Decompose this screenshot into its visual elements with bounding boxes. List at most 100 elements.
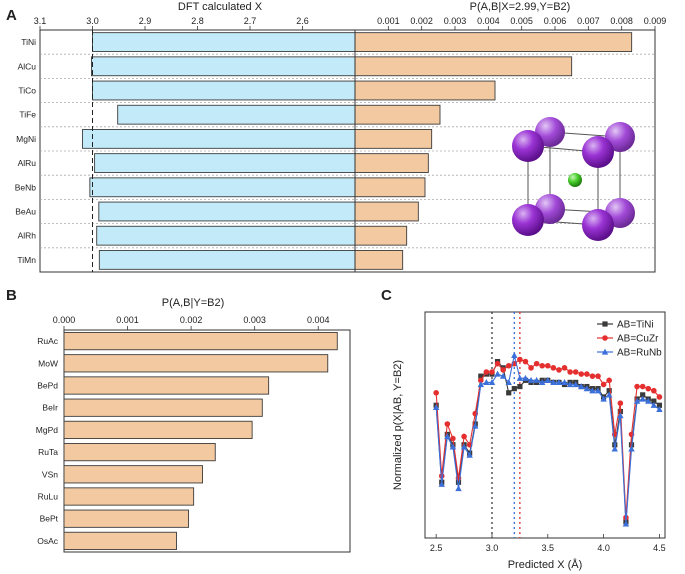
probability-tick-label: 0.006 — [544, 16, 567, 26]
data-point-runb — [438, 480, 445, 487]
dft-tick-label: 3.0 — [86, 16, 99, 26]
dft-bar-mgni — [82, 129, 356, 149]
data-point-cuzr — [651, 387, 657, 394]
panel-b-label-vsn: VSn — [42, 469, 58, 479]
dft-bar-tife — [117, 104, 356, 125]
b2-crystal-structure — [512, 117, 635, 241]
panel-b-bar-osac — [63, 531, 177, 551]
panel-b-label-bept: BePt — [40, 514, 59, 524]
data-point-runb — [589, 387, 596, 394]
panel-b-bar-bept — [63, 509, 190, 528]
probability-bars — [354, 32, 633, 270]
panel-b-bar-beir — [63, 398, 263, 417]
panel-c-frame — [424, 311, 666, 539]
panel-b-label-rulu: RuLu — [38, 492, 59, 502]
dft-tick-label: 2.6 — [296, 16, 309, 26]
compound-label-alrh: AlRh — [18, 231, 37, 241]
data-point-cuzr — [450, 435, 456, 442]
data-point-runb — [594, 387, 602, 394]
probability-bar-timn — [354, 250, 404, 270]
probability-tick-label: 0.007 — [577, 16, 600, 26]
data-point-tini — [656, 402, 663, 408]
legend-label-cuzr: AB=CuZr — [617, 334, 659, 345]
atom-front — [582, 209, 614, 241]
probability-tick-label: 0.008 — [610, 16, 633, 26]
panel-b-bar-bepd — [63, 376, 270, 395]
panel-b-tick-label: 0.000 — [53, 315, 76, 325]
data-point-cuzr — [639, 383, 646, 390]
panel-b-tick-label: 0.003 — [243, 315, 266, 325]
data-point-cuzr — [494, 360, 501, 367]
panel-c-ylabel: Normalized p(X|AB, Y=B2) — [392, 360, 404, 490]
data-point-tini — [606, 388, 612, 394]
data-point-cuzr — [550, 365, 557, 371]
data-point-runb — [527, 376, 535, 383]
dft-bar-alcu — [90, 56, 356, 77]
probability-tick-label: 0.005 — [510, 16, 533, 26]
data-point-runb — [650, 401, 658, 408]
legend-marker-runb — [601, 348, 609, 355]
probability-axis-title: P(A,B|X=2.99,Y=B2) — [470, 1, 571, 13]
probability-bar-alrh — [354, 225, 408, 246]
data-point-cuzr — [634, 383, 640, 390]
panel-b-label-osac: OsAc — [37, 536, 59, 546]
probability-ticks: 0.001 0.002 0.003 0.004 0.005 0.006 0.007 0.008… — [377, 16, 666, 30]
dft-tick-label: 2.8 — [191, 16, 204, 26]
panel-b-bar-mow — [63, 354, 329, 373]
panel-c-tick-label: 3.0 — [486, 543, 499, 553]
probability-tick-label: 0.002 — [410, 16, 433, 26]
panel-c-ticks: 2.5 3.0 3.5 4.0 4.5 — [430, 534, 666, 553]
data-point-cuzr — [522, 358, 529, 365]
data-point-runb — [466, 451, 473, 458]
data-point-runb — [566, 381, 574, 388]
dft-axis-title: DFT calculated X — [178, 1, 263, 13]
atom-front — [512, 204, 544, 236]
atom-front — [582, 136, 614, 168]
panel-b-bars — [63, 331, 338, 551]
legend-label-runb: AB=RuNb — [617, 348, 662, 359]
panel-label-c: C — [381, 287, 392, 304]
data-point-cuzr — [544, 362, 551, 369]
data-point-runb — [550, 379, 557, 385]
dft-ticks: 3.1 3.0 2.9 2.8 2.7 2.6 — [34, 16, 309, 30]
data-point-runb — [533, 376, 540, 383]
legend-marker-cuzr — [602, 335, 608, 341]
compound-label-tico: TiCo — [18, 86, 36, 96]
data-point-cuzr — [444, 421, 451, 427]
atom-front — [512, 130, 544, 162]
data-point-cuzr — [656, 394, 663, 400]
panel-c-tick-label: 4.5 — [653, 543, 666, 553]
compound-label-tini: TiNi — [21, 37, 36, 47]
data-point-runb — [472, 422, 479, 429]
compound-label-timn: TiMn — [17, 255, 36, 265]
dft-bar-tini — [92, 32, 356, 52]
data-point-runb — [499, 372, 507, 379]
data-point-cuzr — [539, 362, 546, 369]
data-point-runb — [555, 379, 563, 385]
data-point-cuzr — [483, 369, 490, 375]
dft-bar-timn — [98, 250, 356, 270]
data-point-tini — [517, 383, 523, 390]
data-point-cuzr — [572, 369, 579, 375]
panel-b-tick-label: 0.002 — [180, 315, 203, 325]
data-point-runb — [449, 443, 457, 450]
data-point-runb — [578, 383, 585, 390]
data-point-cuzr — [500, 367, 506, 373]
data-point-cuzr — [478, 377, 484, 384]
data-point-runb — [511, 351, 518, 358]
data-point-cuzr — [595, 373, 601, 379]
probability-bar-beau — [354, 201, 419, 222]
dft-tick-label: 3.1 — [34, 16, 47, 26]
panel-b-frame — [63, 329, 351, 553]
dft-tick-label: 2.7 — [244, 16, 257, 26]
data-point-cuzr — [505, 362, 512, 369]
legend-label-tini: AB=TiNi — [617, 320, 654, 331]
data-point-runb — [656, 406, 663, 413]
data-point-runb — [561, 379, 568, 385]
compound-label-alru: AlRu — [18, 158, 37, 168]
probability-tick-label: 0.009 — [644, 16, 667, 26]
data-point-runb — [483, 379, 490, 385]
panel-b-tick-label: 0.001 — [116, 315, 139, 325]
probability-bar-mgni — [354, 129, 433, 149]
panel-label-b: B — [6, 287, 17, 304]
